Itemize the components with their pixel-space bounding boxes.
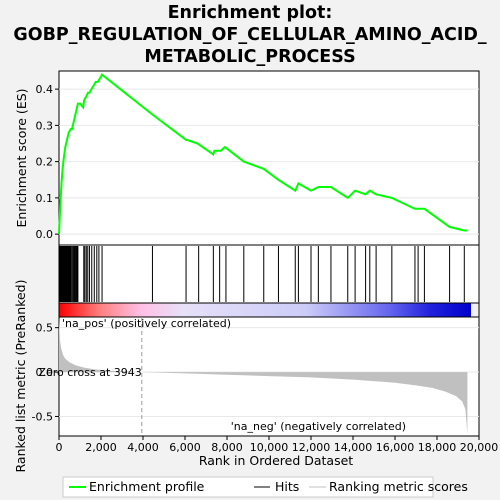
zero-cross-label: Zero cross at 3943	[38, 366, 141, 379]
x-tick-label: 4,000	[127, 441, 159, 454]
rank-y-tick-label: 0.5	[36, 322, 54, 335]
x-tick-label: 6,000	[169, 441, 201, 454]
x-tick-label: 10,000	[250, 441, 289, 454]
rank-y-tick-label: 0.0	[36, 366, 54, 379]
es-y-tick-label: 0.1	[36, 192, 54, 205]
legend-box	[62, 476, 434, 498]
es-y-tick-label: 0.3	[36, 119, 54, 132]
x-axis-label: Rank in Ordered Dataset	[199, 453, 353, 468]
es-y-ticks: 0.0 0.1 0.2 0.3 0.4	[36, 83, 59, 241]
x-tick-label: 0	[56, 441, 63, 454]
es-y-tick-label: 0.4	[36, 83, 54, 96]
rank-x-ticks: 0 2,000 4,000 6,000 8,000 10,000 12,000 14,000 1…	[56, 436, 499, 454]
rank-color-bar	[59, 303, 471, 317]
rank-y-ticks: 0.5 0.0 -0.5	[32, 322, 59, 423]
x-tick-label: 20,000	[460, 441, 499, 454]
rank-y-tick-label: -0.5	[32, 410, 53, 423]
metric-area	[59, 318, 468, 435]
es-y-tick-label: 0.0	[36, 228, 54, 241]
legend-es-label: Enrichment profile	[89, 479, 205, 494]
pos-label: 'na_pos' (positively correlated)	[62, 317, 231, 330]
neg-label: 'na_neg' (negatively correlated)	[231, 420, 406, 433]
es-line	[58, 73, 468, 235]
es-grid	[59, 88, 479, 235]
x-tick-label: 16,000	[376, 441, 415, 454]
es-y-tick-label: 0.2	[36, 156, 54, 169]
x-tick-label: 14,000	[334, 441, 373, 454]
es-y-axis-label: Enrichment score (ES)	[14, 88, 29, 227]
x-tick-label: 8,000	[211, 441, 243, 454]
legend-hits-label: Hits	[275, 479, 299, 494]
legend-metric-label: Ranking metric scores	[329, 479, 468, 494]
hits-marks	[58, 246, 465, 302]
rank-y-axis-label: Ranked list metric (PreRanked)	[13, 280, 28, 473]
chart-title: Enrichment plot: GOBP_REGULATION_OF_CELL…	[0, 2, 500, 68]
title-line-3: METABOLIC_PROCESS	[144, 47, 356, 67]
title-line-1: Enrichment plot:	[167, 3, 333, 23]
hits-panel-frame	[58, 244, 480, 304]
x-tick-label: 18,000	[418, 441, 457, 454]
x-tick-label: 12,000	[292, 441, 331, 454]
x-tick-label: 2,000	[85, 441, 117, 454]
es-panel-frame	[58, 70, 480, 246]
title-line-2: GOBP_REGULATION_OF_CELLULAR_AMINO_ACID_	[13, 25, 487, 45]
